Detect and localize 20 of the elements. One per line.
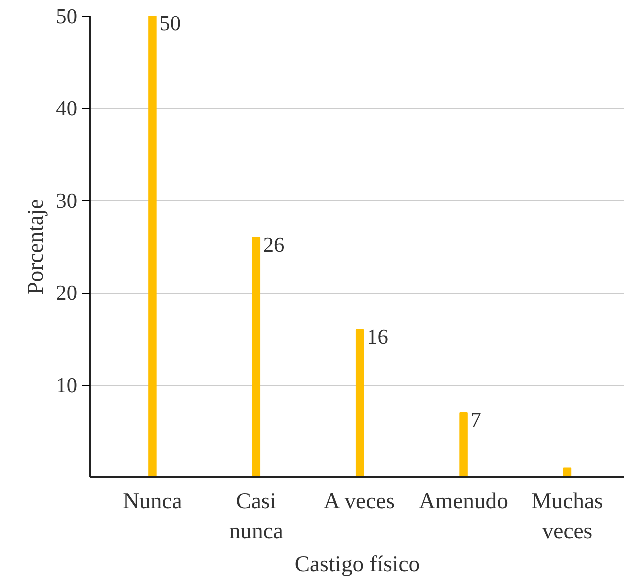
x-tick-label: Amenudo xyxy=(419,488,508,514)
bar xyxy=(148,16,157,478)
x-axis-title: Castigo físico xyxy=(294,552,420,576)
bar xyxy=(460,412,468,478)
data-label: 26 xyxy=(263,232,286,257)
y-tick-label: 50 xyxy=(56,4,78,28)
data-label: 16 xyxy=(367,324,389,349)
y-tick-label: 30 xyxy=(56,188,78,213)
y-tick-label: 40 xyxy=(56,96,78,121)
y-tick-label: 10 xyxy=(56,373,78,398)
data-label: 7 xyxy=(470,408,482,432)
y-axis-title: Porcentaje xyxy=(23,199,48,295)
data-label: 50 xyxy=(160,12,182,36)
x-tick-label: A veces xyxy=(324,488,396,514)
x-tick-label: Muchas veces xyxy=(532,488,604,544)
x-tick-label: Casi nunca xyxy=(229,488,284,544)
bar xyxy=(252,237,261,478)
x-tick-label: Nunca xyxy=(123,488,182,514)
bar xyxy=(356,329,364,478)
y-tick-label: 20 xyxy=(56,281,78,306)
